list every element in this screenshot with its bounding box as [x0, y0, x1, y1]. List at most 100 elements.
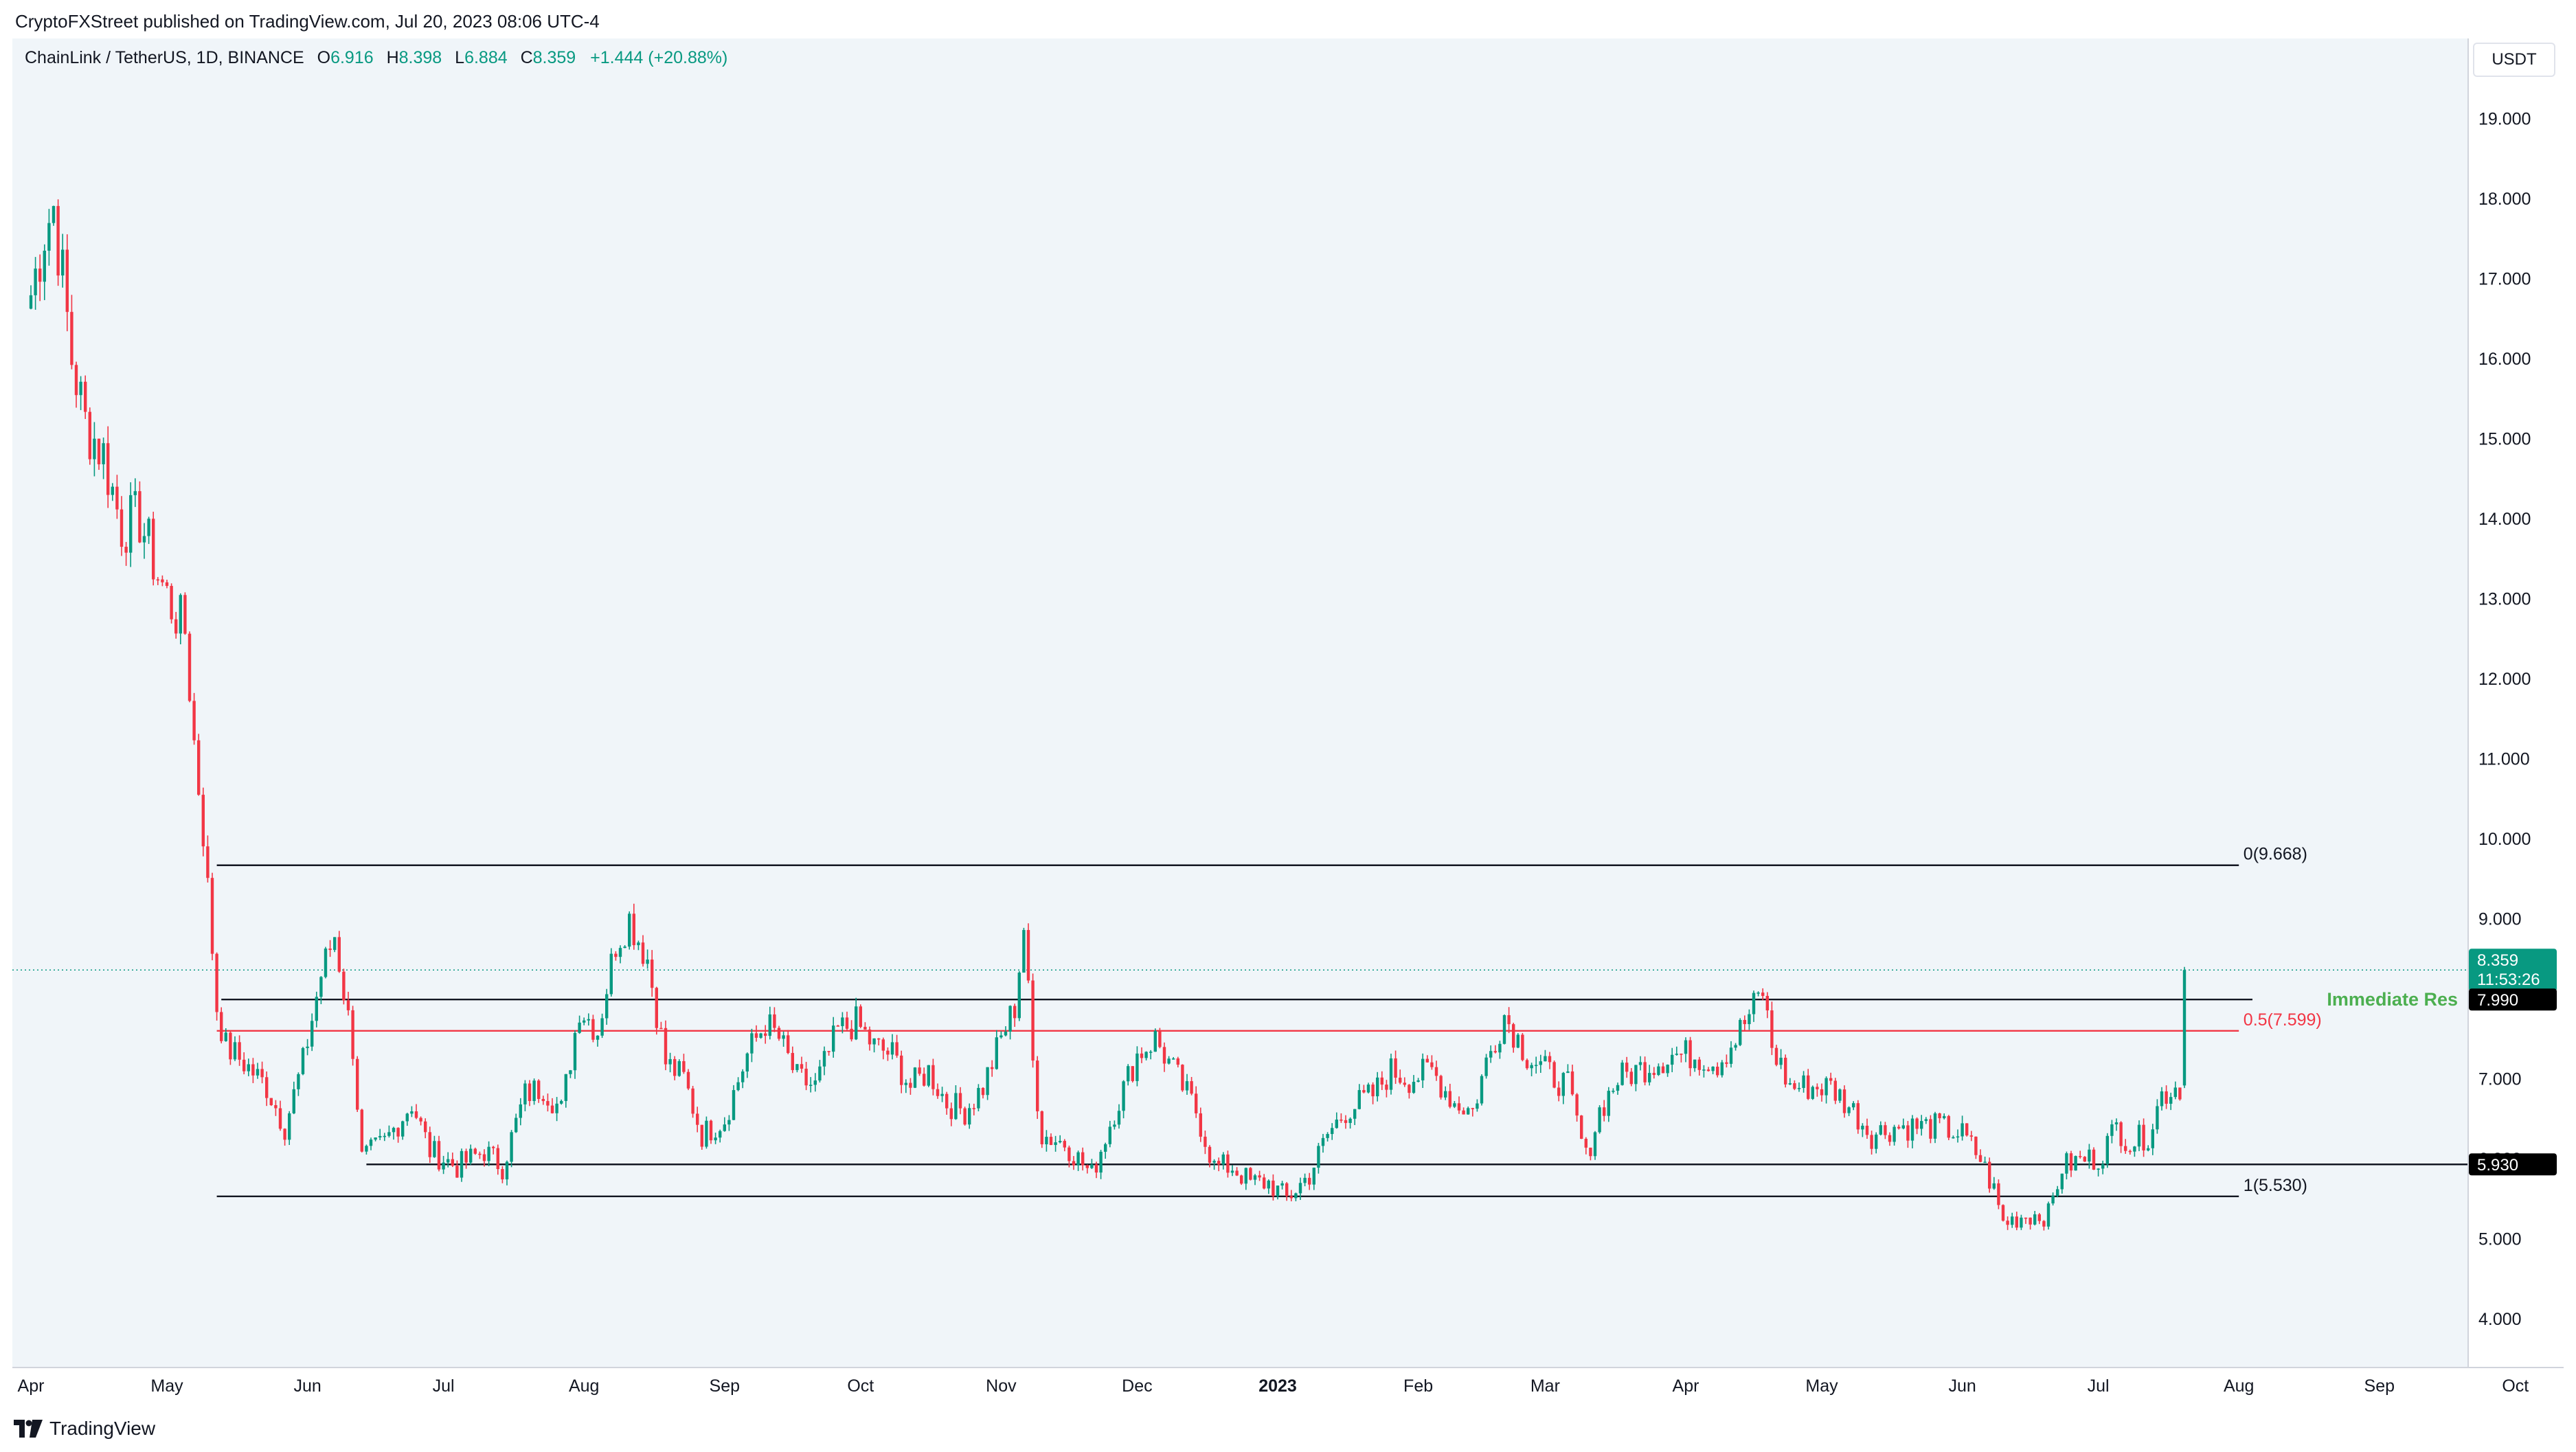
- candle: [1589, 1147, 1592, 1161]
- candle: [161, 575, 164, 587]
- candle-body: [1956, 1136, 1960, 1138]
- candle-body: [1933, 1113, 1937, 1139]
- candle-body: [1181, 1065, 1184, 1091]
- candle: [1022, 927, 1026, 973]
- price-tick-label: 12.000: [2478, 670, 2531, 689]
- candle-body: [1221, 1154, 1225, 1165]
- candle-body: [795, 1064, 799, 1070]
- candle-body: [142, 536, 146, 543]
- candle: [1816, 1083, 1819, 1097]
- candle-body: [1507, 1015, 1511, 1025]
- candle: [215, 952, 218, 1021]
- fib-label-fib_05: 0.5(7.599): [2244, 1010, 2322, 1030]
- candle: [210, 872, 214, 961]
- candle-body: [537, 1080, 541, 1100]
- candle-body: [256, 1069, 260, 1076]
- candle: [111, 483, 114, 501]
- candle: [1879, 1121, 1882, 1136]
- candle-body: [555, 1103, 558, 1113]
- candle-body: [841, 1017, 844, 1026]
- candle-body: [306, 1046, 309, 1048]
- candle-body: [1298, 1183, 1302, 1194]
- candle: [424, 1118, 427, 1139]
- candle: [745, 1052, 749, 1078]
- candle-body: [1389, 1058, 1393, 1090]
- candle-body: [301, 1047, 305, 1074]
- candle: [895, 1034, 899, 1058]
- published-note: CryptoFXStreet published on TradingView.…: [15, 11, 600, 32]
- fib-label-fib_1: 1(5.530): [2244, 1176, 2307, 1195]
- candle: [1444, 1086, 1447, 1100]
- candle-body: [124, 547, 128, 553]
- candle-body: [1444, 1091, 1447, 1098]
- low-key: L: [455, 48, 465, 67]
- chart-area[interactable]: [12, 38, 2467, 1367]
- candle-body: [1081, 1152, 1085, 1166]
- candle-body: [1371, 1085, 1375, 1097]
- candle: [2137, 1120, 2141, 1151]
- candle-body: [1666, 1065, 1669, 1074]
- currency-button[interactable]: USDT: [2473, 43, 2555, 77]
- candle: [1997, 1179, 2000, 1210]
- candle: [863, 1022, 867, 1030]
- candle: [124, 542, 128, 566]
- candle-body: [43, 251, 46, 282]
- candle-body: [541, 1099, 545, 1102]
- symbol-name[interactable]: ChainLink / TetherUS, 1D, BINANCE: [25, 48, 304, 67]
- price-axis[interactable]: [2467, 38, 2565, 1367]
- candle-body: [233, 1042, 237, 1060]
- candle-body: [1761, 992, 1765, 996]
- candle-body: [1847, 1107, 1851, 1113]
- candle: [1938, 1113, 1941, 1124]
- candle: [732, 1085, 736, 1120]
- candle: [1226, 1150, 1230, 1178]
- candle: [700, 1124, 703, 1150]
- candle: [1539, 1054, 1542, 1073]
- candle: [310, 1013, 314, 1052]
- candle: [1076, 1150, 1080, 1171]
- candle-body: [519, 1104, 522, 1118]
- candle: [229, 1031, 232, 1065]
- candle-body: [1217, 1161, 1221, 1165]
- candle: [1303, 1173, 1307, 1187]
- candle-body: [1326, 1134, 1329, 1138]
- candle: [129, 482, 133, 567]
- candle-body: [1212, 1161, 1216, 1163]
- candle: [646, 949, 649, 969]
- candle-body: [1394, 1058, 1397, 1078]
- candle-body: [129, 495, 133, 553]
- tradingview-logo[interactable]: TradingView: [14, 1418, 155, 1440]
- candle: [1122, 1080, 1125, 1119]
- candle-body: [1811, 1087, 1814, 1099]
- candle-body: [115, 486, 119, 510]
- candle-body: [1049, 1137, 1053, 1145]
- candle-body: [1779, 1057, 1783, 1065]
- candle: [2182, 966, 2187, 1089]
- candle: [283, 1128, 286, 1146]
- candle: [1430, 1055, 1434, 1070]
- candle-body: [152, 519, 155, 580]
- candle-body: [523, 1083, 527, 1104]
- time-axis[interactable]: [12, 1367, 2564, 1403]
- candle: [2142, 1118, 2145, 1157]
- candle: [578, 1015, 581, 1034]
- candle: [1285, 1181, 1289, 1201]
- candle-body: [741, 1071, 745, 1082]
- candle-body: [1013, 1006, 1017, 1019]
- candle: [940, 1087, 944, 1102]
- candle-body: [646, 960, 649, 964]
- price-tag-value: 7.990: [2477, 991, 2518, 1010]
- candle: [855, 997, 858, 1041]
- candle: [813, 1073, 817, 1092]
- candle: [192, 692, 196, 745]
- candle: [292, 1081, 295, 1115]
- candle: [1716, 1062, 1719, 1078]
- date-tick-label: Mar: [1530, 1376, 1560, 1396]
- candle: [591, 1014, 595, 1043]
- candle: [1884, 1122, 1887, 1139]
- candle: [954, 1085, 958, 1120]
- candle: [1131, 1066, 1134, 1083]
- candle-body: [1580, 1115, 1583, 1139]
- candle-body: [750, 1033, 754, 1054]
